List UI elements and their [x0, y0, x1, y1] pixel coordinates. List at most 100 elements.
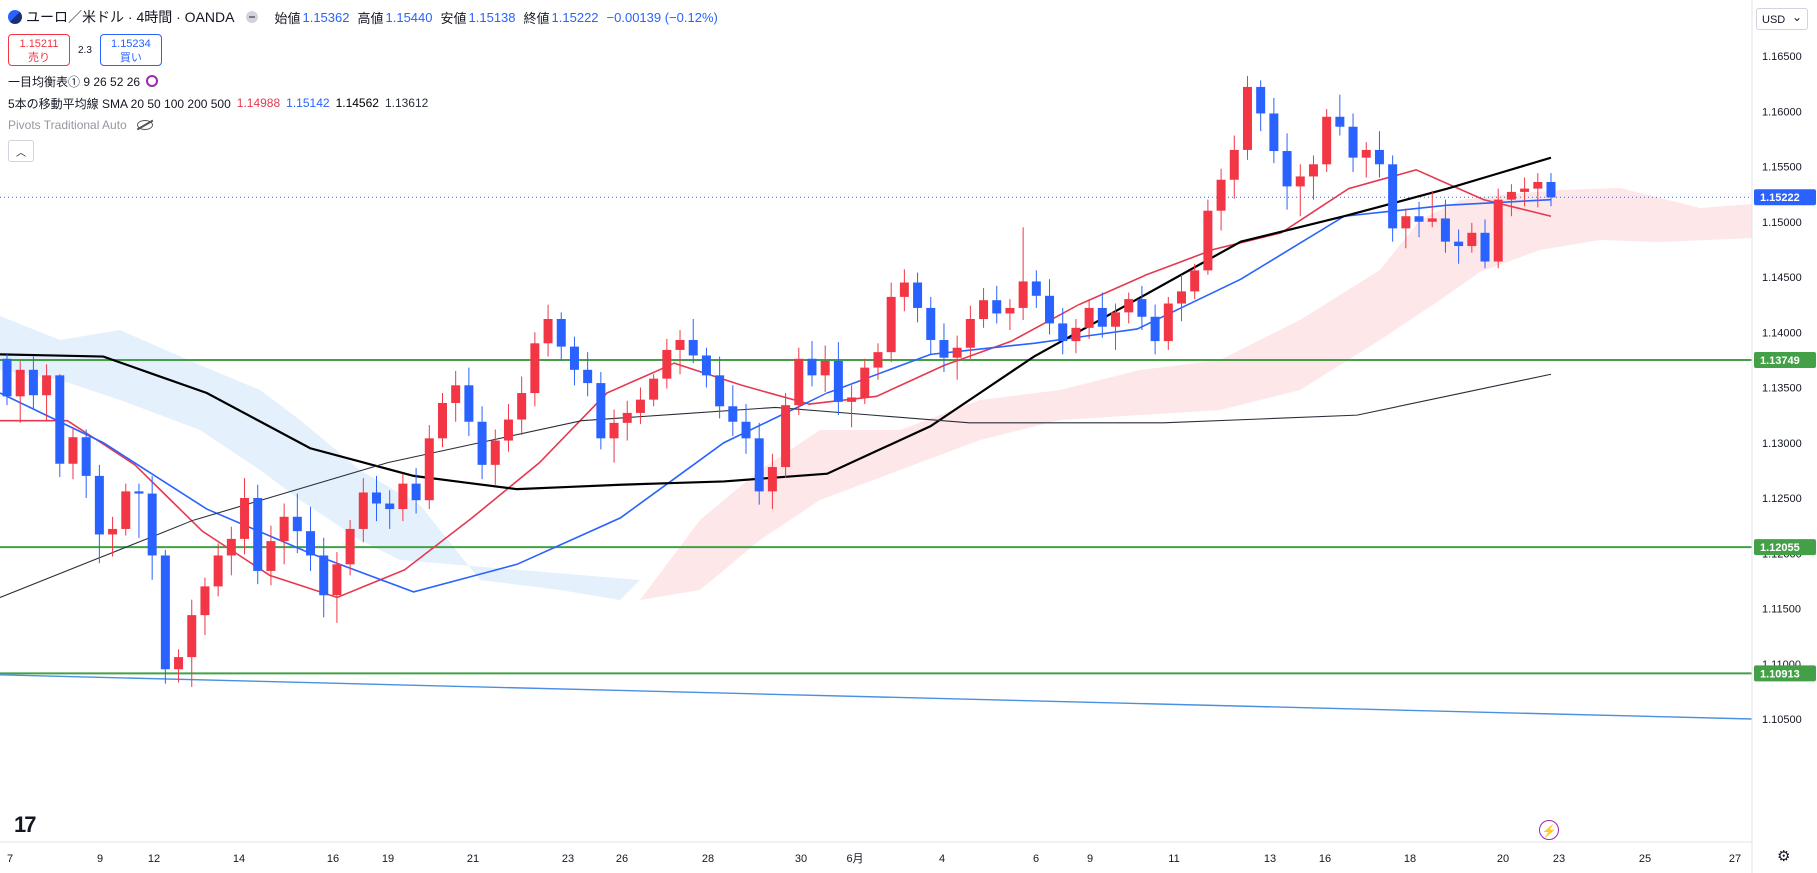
candle [543, 304, 553, 357]
candle-body [517, 393, 527, 420]
candle [1440, 199, 1450, 253]
candle-body [781, 405, 791, 468]
candle [926, 296, 936, 355]
candle-body [1203, 210, 1213, 271]
candle-body [1520, 188, 1530, 192]
candle [1335, 94, 1345, 136]
hline-price-badge: 1.13749 [1760, 355, 1800, 367]
eye-off-icon[interactable] [136, 120, 153, 130]
currency-select[interactable]: USD [1756, 6, 1808, 30]
candle [345, 520, 355, 576]
candle [385, 490, 395, 529]
candle-body [1440, 218, 1450, 242]
candle [913, 272, 923, 323]
y-tick-label: 1.13500 [1762, 383, 1802, 395]
candle [1546, 173, 1556, 207]
candle-body [662, 349, 672, 379]
candle-body [358, 492, 368, 529]
candle [266, 525, 276, 586]
candle [2, 354, 12, 406]
candle [662, 338, 672, 389]
candle-body [174, 657, 184, 670]
candle-body [1269, 113, 1279, 152]
x-tick-label: 19 [382, 853, 394, 865]
tradingview-logo[interactable]: 17 [14, 812, 37, 837]
candle [1361, 142, 1371, 178]
candle [1282, 133, 1292, 210]
candle-body [1335, 116, 1345, 127]
low-value: 1.15138 [468, 9, 516, 25]
x-tick-label: 13 [1264, 853, 1276, 865]
x-tick-label: 6 [1033, 853, 1039, 865]
candle-body [1045, 295, 1055, 324]
candle [147, 475, 157, 580]
candle-body [200, 586, 210, 616]
candle [1190, 263, 1200, 300]
market-status-icon[interactable] [246, 11, 259, 23]
x-tick-label: 14 [233, 853, 245, 865]
candle [1269, 97, 1279, 164]
candle [517, 376, 527, 436]
candle-body [1295, 176, 1305, 187]
candle [1414, 201, 1424, 238]
candle-body [926, 307, 936, 340]
candle [1229, 135, 1239, 199]
x-tick-label: 4 [939, 853, 945, 865]
symbol-title[interactable]: ユーロ／米ドル · 4時間 · OANDA [26, 9, 235, 25]
candle-body [1071, 327, 1081, 342]
candle [292, 493, 302, 554]
candle-body [767, 467, 777, 492]
collapse-legend-button[interactable]: ︿ [8, 140, 34, 162]
pivots-row[interactable]: Pivots Traditional Auto [8, 114, 726, 136]
candle [1388, 155, 1398, 242]
candle [279, 503, 289, 565]
current-price-badge: 1.15222 [1760, 192, 1800, 204]
candle [28, 356, 38, 409]
x-tick-label: 26 [616, 853, 628, 865]
candle [424, 425, 434, 510]
candle [675, 330, 685, 375]
candle-body [833, 360, 843, 402]
ichimoku-row[interactable]: 一目均衡表① 9 26 52 26 [8, 70, 726, 92]
candle-body [1058, 323, 1068, 342]
x-tick-label: 6月 [846, 853, 863, 865]
gear-icon[interactable]: ⚙ [1777, 848, 1791, 865]
trendline-line [0, 674, 1753, 720]
candle [411, 468, 421, 514]
candle [754, 422, 764, 505]
ichimoku-label: 一目均衡表① 9 26 52 26 [8, 74, 141, 89]
y-tick-label: 1.14000 [1762, 327, 1802, 339]
candle-body [15, 369, 25, 397]
candle [1005, 299, 1015, 331]
candle-body [965, 318, 975, 348]
candle-body [556, 318, 566, 347]
candle [1071, 318, 1081, 354]
candle [15, 360, 25, 423]
buy-label: 買い [119, 52, 142, 64]
candle-body [583, 369, 593, 384]
candle [649, 374, 659, 407]
candle-body [94, 475, 104, 535]
y-tick-label: 1.13000 [1762, 438, 1802, 450]
candle-body [1150, 316, 1160, 342]
candle-body [213, 555, 223, 587]
candle [1454, 229, 1464, 264]
x-tick-label: 9 [1087, 853, 1093, 865]
candle [715, 356, 725, 419]
refresh-icon[interactable] [146, 75, 159, 87]
candle [1427, 190, 1437, 228]
buy-button[interactable]: 1.15234 買い [99, 34, 162, 66]
y-tick-label: 1.12500 [1762, 493, 1802, 505]
candle [187, 599, 197, 687]
candle [767, 453, 777, 510]
bolt-icon[interactable]: ⚡ [1539, 820, 1559, 840]
sell-button[interactable]: 1.15211 売り [8, 34, 70, 66]
candle-body [1401, 216, 1411, 229]
sma-row[interactable]: 5本の移動平均線 SMA 20 50 100 200 500 1.14988 1… [8, 92, 726, 114]
candle [121, 483, 131, 536]
candle-body [715, 375, 725, 407]
candle-body [1097, 307, 1107, 327]
candle-body [543, 318, 553, 344]
candle [437, 393, 447, 448]
